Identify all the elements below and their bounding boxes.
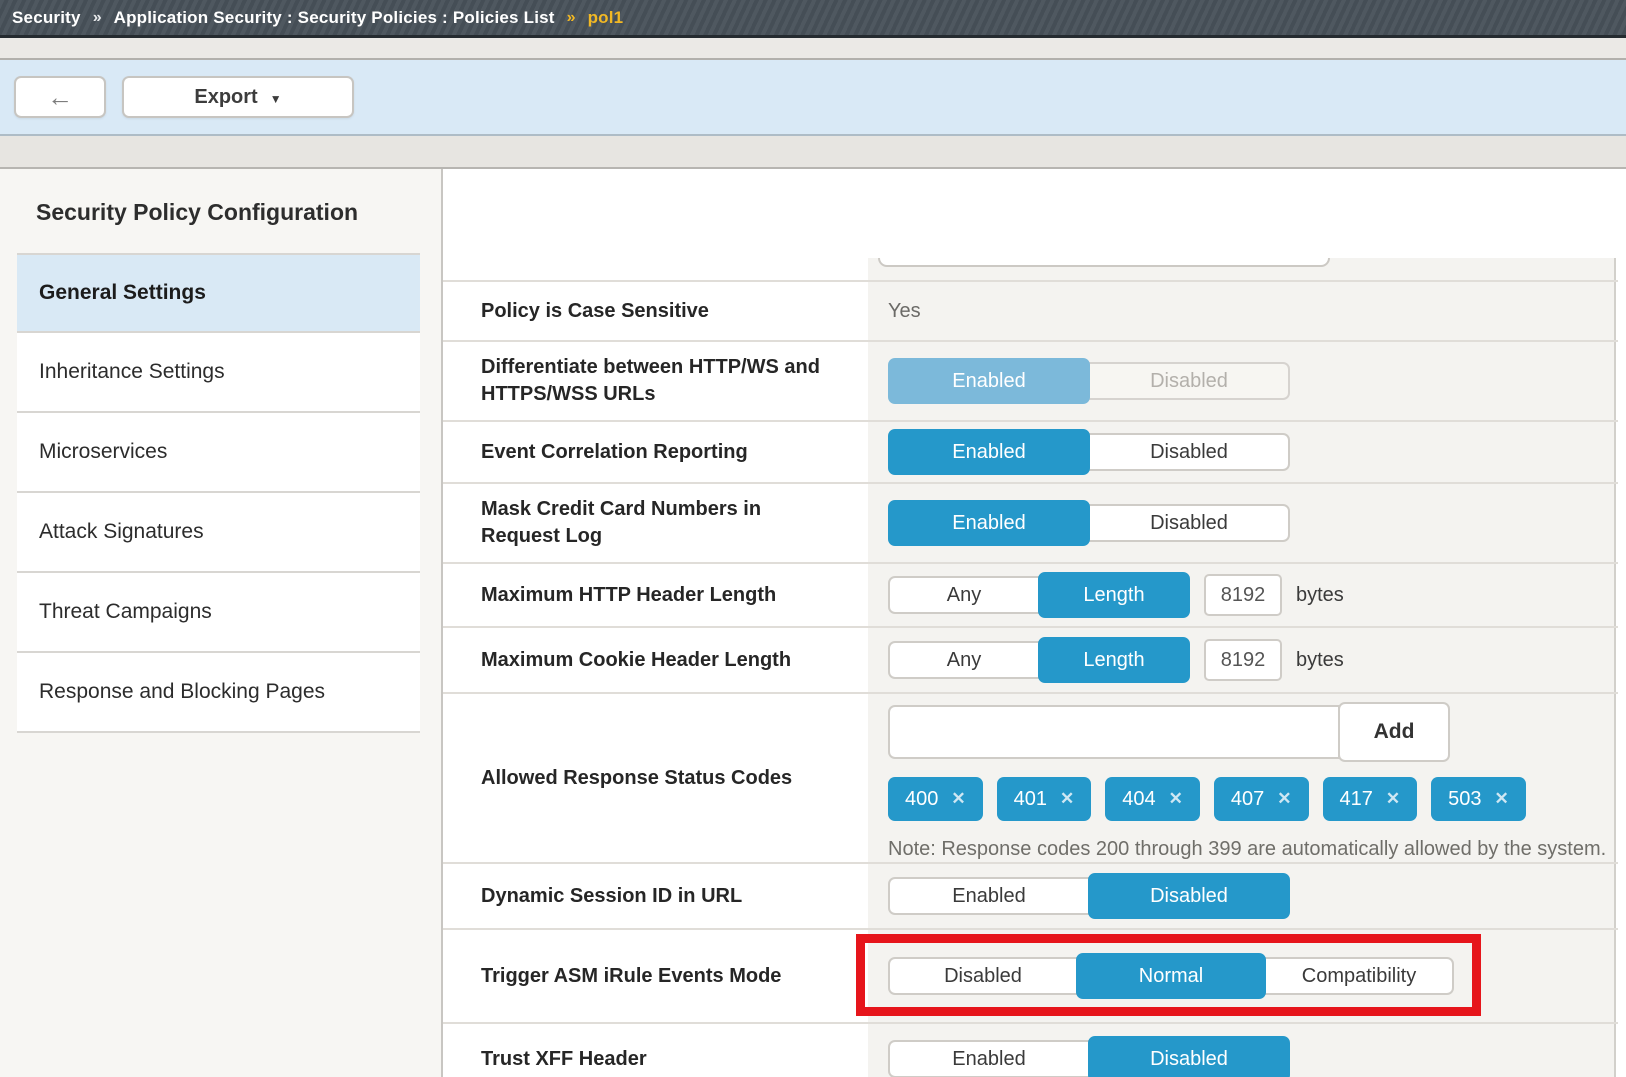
mask-credit-card-toggle: Enabled Disabled — [888, 500, 1290, 546]
enabled-option[interactable]: Enabled — [888, 358, 1090, 404]
compatibility-option[interactable]: Compatibility — [1264, 957, 1454, 995]
sidebar-item-threat-campaigns[interactable]: Threat Campaigns — [17, 573, 420, 653]
remove-code-icon[interactable]: ✕ — [1494, 789, 1509, 808]
content-area: Security Policy Configuration General Se… — [0, 169, 1626, 1077]
back-button[interactable]: ← — [14, 76, 106, 118]
export-button-label: Export — [194, 85, 258, 108]
length-option[interactable]: Length — [1038, 572, 1190, 618]
sidebar-item-response-blocking-pages[interactable]: Response and Blocking Pages — [17, 653, 420, 733]
sidebar-item-attack-signatures[interactable]: Attack Signatures — [17, 493, 420, 573]
setting-label: Policy is Case Sensitive — [481, 299, 709, 322]
disabled-option[interactable]: Disabled — [1088, 1036, 1290, 1077]
breadcrumb-separator-icon: » — [566, 8, 576, 26]
settings-row-event-correlation: Event Correlation Reporting Enabled Disa… — [443, 422, 1618, 484]
settings-row-case-sensitive: Policy is Case Sensitive Yes — [443, 282, 1618, 342]
normal-option[interactable]: Normal — [1076, 953, 1266, 999]
setting-label: Differentiate between HTTP/WS and HTTPS/… — [481, 356, 820, 405]
action-toolbar: ← Export ▼ — [0, 58, 1626, 136]
sidebar-item-general-settings[interactable]: General Settings — [17, 253, 420, 333]
setting-label: Allowed Response Status Codes — [481, 766, 793, 789]
configuration-sidebar: Security Policy Configuration General Se… — [0, 169, 443, 1077]
remove-code-icon[interactable]: ✕ — [1385, 789, 1401, 808]
remove-code-icon[interactable]: ✕ — [951, 789, 966, 808]
trust-xff-toggle: Enabled Disabled — [888, 1036, 1290, 1077]
setting-label: Mask Credit Card Numbers in Request Log — [481, 498, 762, 547]
sidebar-title: Security Policy Configuration — [36, 199, 359, 225]
settings-row-dynamic-session-id: Dynamic Session ID in URL Enabled Disabl… — [443, 864, 1618, 930]
clipped-text-input[interactable] — [878, 258, 1330, 267]
bytes-unit-label: bytes — [1296, 583, 1344, 606]
max-http-header-toggle: Any Length — [888, 572, 1190, 618]
disabled-option[interactable]: Disabled — [1088, 362, 1290, 400]
breadcrumb-separator-icon: » — [92, 8, 102, 26]
disabled-option[interactable]: Disabled — [1088, 504, 1290, 542]
max-cookie-header-length-input[interactable] — [1204, 639, 1282, 681]
disabled-option[interactable]: Disabled — [888, 957, 1078, 995]
settings-row-max-http-header: Maximum HTTP Header Length Any Length by… — [443, 564, 1618, 628]
status-code-chip: 400 ✕ — [888, 777, 983, 821]
enabled-option[interactable]: Enabled — [888, 429, 1090, 475]
status-code-chip: 404 ✕ — [1105, 777, 1200, 821]
status-code-input[interactable] — [888, 705, 1340, 759]
bytes-unit-label: bytes — [1296, 648, 1344, 671]
settings-row-clipped — [443, 258, 1618, 282]
setting-label: Maximum HTTP Header Length — [481, 583, 777, 606]
trigger-irule-events-toggle: Disabled Normal Compatibility — [888, 953, 1454, 999]
disabled-option[interactable]: Disabled — [1088, 433, 1290, 471]
header-spacer — [0, 38, 1626, 58]
enabled-option[interactable]: Enabled — [888, 500, 1090, 546]
remove-code-icon[interactable]: ✕ — [1060, 789, 1075, 808]
setting-value-text: Yes — [888, 299, 921, 322]
any-option[interactable]: Any — [888, 641, 1040, 679]
settings-row-trust-xff: Trust XFF Header Enabled Disabled — [443, 1024, 1618, 1077]
breadcrumb: Security » Application Security : Securi… — [0, 0, 1626, 38]
add-status-code-button[interactable]: Add — [1338, 702, 1450, 762]
enabled-option[interactable]: Enabled — [888, 877, 1090, 915]
status-codes-note: Note: Response codes 200 through 399 are… — [888, 838, 1607, 860]
status-code-chip: 503 ✕ — [1431, 777, 1526, 821]
remove-code-icon[interactable]: ✕ — [1168, 789, 1183, 808]
export-button[interactable]: Export ▼ — [122, 76, 354, 118]
setting-label: Event Correlation Reporting — [481, 440, 748, 463]
setting-label: Dynamic Session ID in URL — [481, 884, 743, 907]
settings-row-mask-credit-card: Mask Credit Card Numbers in Request Log … — [443, 484, 1618, 564]
remove-code-icon[interactable]: ✕ — [1277, 789, 1292, 808]
sidebar-item-microservices[interactable]: Microservices — [17, 413, 420, 493]
length-option[interactable]: Length — [1038, 637, 1190, 683]
differentiate-urls-toggle: Enabled Disabled — [888, 358, 1290, 404]
breadcrumb-path[interactable]: Application Security : Security Policies… — [113, 7, 555, 27]
settings-row-allowed-status-codes: Allowed Response Status Codes Add 400 ✕ — [443, 694, 1618, 864]
back-arrow-icon: ← — [47, 82, 73, 112]
status-code-chips: 400 ✕ 401 ✕ 404 ✕ — [888, 777, 1606, 821]
dynamic-session-id-toggle: Enabled Disabled — [888, 873, 1290, 919]
breadcrumb-current-policy: pol1 — [587, 7, 624, 27]
setting-label: Maximum Cookie Header Length — [481, 648, 792, 671]
sidebar-menu: General Settings Inheritance Settings Mi… — [17, 253, 420, 733]
status-code-chip: 401 ✕ — [996, 777, 1092, 821]
sidebar-item-inheritance-settings[interactable]: Inheritance Settings — [17, 333, 420, 413]
disabled-option[interactable]: Disabled — [1088, 873, 1290, 919]
setting-label: Trigger ASM iRule Events Mode — [481, 964, 782, 987]
status-code-chip: 417 ✕ — [1322, 777, 1418, 821]
setting-label: Trust XFF Header — [481, 1047, 647, 1070]
event-correlation-toggle: Enabled Disabled — [888, 429, 1290, 475]
max-http-header-length-input[interactable] — [1204, 574, 1282, 616]
settings-rows: Policy is Case Sensitive Yes Differentia… — [443, 258, 1618, 1077]
chevron-down-icon: ▼ — [269, 91, 282, 106]
enabled-option[interactable]: Enabled — [888, 1040, 1090, 1077]
status-code-chip: 407 ✕ — [1213, 777, 1309, 821]
breadcrumb-section[interactable]: Security — [12, 7, 81, 27]
settings-pane: Policy is Case Sensitive Yes Differentia… — [443, 169, 1626, 1077]
settings-row-trigger-irule-events: Trigger ASM iRule Events Mode Disabled N… — [443, 930, 1618, 1024]
max-cookie-header-toggle: Any Length — [888, 637, 1190, 683]
any-option[interactable]: Any — [888, 576, 1040, 614]
settings-row-max-cookie-header: Maximum Cookie Header Length Any Length … — [443, 628, 1618, 694]
toolbar-divider-strip — [0, 136, 1626, 169]
settings-row-differentiate-urls: Differentiate between HTTP/WS and HTTPS/… — [443, 342, 1618, 422]
